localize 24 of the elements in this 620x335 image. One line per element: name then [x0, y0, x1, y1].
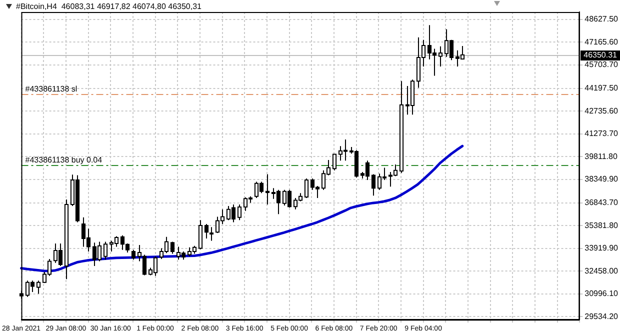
y-tick-label: 44197.50	[584, 84, 619, 93]
y-tick-label: 39811.80	[584, 152, 618, 161]
ref-line-label: #433861138 buy 0.04	[25, 156, 103, 165]
y-tick-label: 45703.70	[584, 60, 619, 70]
candlestick	[36, 280, 41, 294]
y-tick-label: 42735.60	[584, 106, 619, 116]
candlestick	[265, 174, 270, 206]
y-tick-label: 35381.80	[584, 220, 619, 230]
ref-line-label: 46350.31	[584, 50, 618, 60]
y-tick-label: 33919.90	[584, 244, 619, 253]
y-tick-label: 29534.20	[584, 312, 619, 321]
ref-line-label: #433861138 sl	[25, 84, 78, 94]
y-tick-label: 38349.90	[584, 174, 619, 184]
candlestick	[64, 199, 69, 280]
candlestick	[399, 80, 404, 174]
candlestick	[209, 226, 214, 242]
y-tick-label: 30996.10	[584, 289, 619, 298]
y-tick-label: 32458.00	[584, 266, 619, 276]
y-tick-label: 47165.60	[584, 37, 619, 46]
chart-title: #Bitcoin,H4 46083,31 46917,82 46074,80 46350,31	[16, 2, 202, 11]
candlestick	[438, 46, 443, 68]
y-tick-label: 41273.70	[584, 129, 619, 138]
y-tick-label: 36843.70	[584, 198, 619, 208]
y-tick-label: 48627.50	[584, 14, 619, 24]
